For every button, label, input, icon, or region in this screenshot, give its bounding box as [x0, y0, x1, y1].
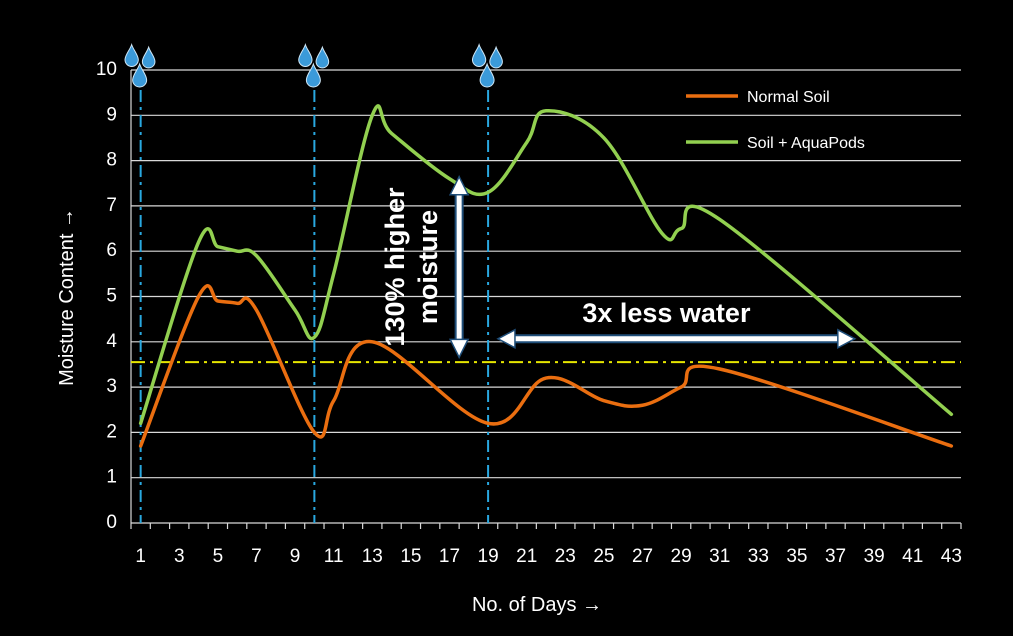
x-tick-label-27: 27	[632, 546, 653, 567]
vertical-arrow-label-line2: moisture	[413, 210, 443, 324]
water-drop	[141, 45, 156, 69]
x-tick-label-3: 3	[174, 546, 185, 567]
arrow-head-right	[837, 328, 857, 350]
y-tick-label-8: 8	[106, 150, 117, 171]
y-tick-label-5: 5	[106, 286, 117, 307]
y-tick-label-7: 7	[106, 195, 117, 216]
series-lines	[138, 104, 954, 448]
legend-label: Normal Soil	[747, 89, 830, 106]
x-tick-label-37: 37	[825, 546, 846, 567]
x-tick-label-13: 13	[362, 546, 383, 567]
legend-entry-normal-soil: Normal Soil	[686, 89, 830, 106]
arrow-head-up	[448, 175, 470, 196]
arrow-head-left	[496, 328, 516, 350]
y-axis-title: Moisture Content →	[56, 208, 78, 386]
y-tick-label-6: 6	[106, 240, 117, 261]
arrow-head-down	[448, 338, 470, 360]
x-tick-label-23: 23	[555, 546, 576, 567]
legend-label: Soil + AquaPods	[747, 135, 865, 152]
watering-drops	[124, 43, 503, 88]
water-drop	[132, 62, 148, 88]
y-tick-label-3: 3	[106, 376, 117, 397]
annotations: 130% higher moisture 3x less water	[380, 175, 857, 360]
y-tick-labels: 0 1 2 3 4 5 6 7 8 9 10	[96, 59, 118, 533]
horizontal-double-arrow	[496, 328, 857, 350]
x-tick-label-21: 21	[516, 546, 537, 567]
x-tick-label-29: 29	[671, 546, 692, 567]
legend-entry-soil-aquapods: Soil + AquaPods	[686, 135, 865, 152]
water-drop-icon	[124, 43, 156, 88]
x-tick-label-43: 43	[941, 546, 962, 567]
x-tick-label-31: 31	[709, 546, 730, 567]
water-drop	[315, 45, 330, 69]
y-tick-label-10: 10	[96, 59, 117, 80]
water-drop	[124, 43, 139, 67]
watering-day-lines	[139, 90, 490, 523]
x-tick-label-11: 11	[324, 546, 344, 567]
x-axis-title: No. of Days →	[472, 594, 602, 616]
series-line-soil-aquapods	[138, 104, 954, 426]
water-drop-icon	[298, 43, 330, 88]
x-tick-label-5: 5	[213, 546, 224, 567]
series-line-normal-soil	[138, 284, 954, 448]
axis-titles: No. of Days → Moisture Content →	[56, 208, 602, 616]
x-tick-label-41: 41	[902, 546, 923, 567]
y-tick-label-2: 2	[106, 421, 117, 442]
x-tick-label-35: 35	[786, 546, 807, 567]
y-tick-label-0: 0	[106, 512, 117, 533]
y-tick-label-1: 1	[106, 467, 117, 488]
y-tick-label-9: 9	[106, 104, 117, 125]
water-drop	[298, 43, 313, 67]
x-tick-label-19: 19	[478, 546, 499, 567]
x-tick-label-7: 7	[251, 546, 262, 567]
x-tick-label-1: 1	[135, 546, 146, 567]
x-tick-label-25: 25	[593, 546, 614, 567]
vertical-arrow-label-line1: 130% higher	[380, 187, 410, 347]
horizontal-arrow-label: 3x less water	[582, 298, 751, 328]
x-tick-labels: 1 3 5 7 9 11 13 15 17 19 21 23 25 27 29 31 33 35 37 39 41 43	[135, 546, 962, 567]
water-drop	[479, 62, 495, 88]
x-tick-label-15: 15	[400, 546, 421, 567]
x-tick-label-17: 17	[439, 546, 460, 567]
vertical-double-arrow	[448, 175, 470, 360]
y-tick-label-4: 4	[106, 331, 117, 352]
vertical-arrow-label: 130% higher moisture	[380, 187, 443, 347]
water-drop	[471, 43, 487, 67]
water-drop-icon	[471, 43, 503, 88]
water-drop	[305, 62, 321, 88]
water-drop	[489, 45, 503, 69]
x-tick-label-39: 39	[864, 546, 885, 567]
x-tick-label-9: 9	[290, 546, 301, 567]
legend: Normal Soil Soil + AquaPods	[686, 89, 865, 152]
x-tick-label-33: 33	[748, 546, 769, 567]
